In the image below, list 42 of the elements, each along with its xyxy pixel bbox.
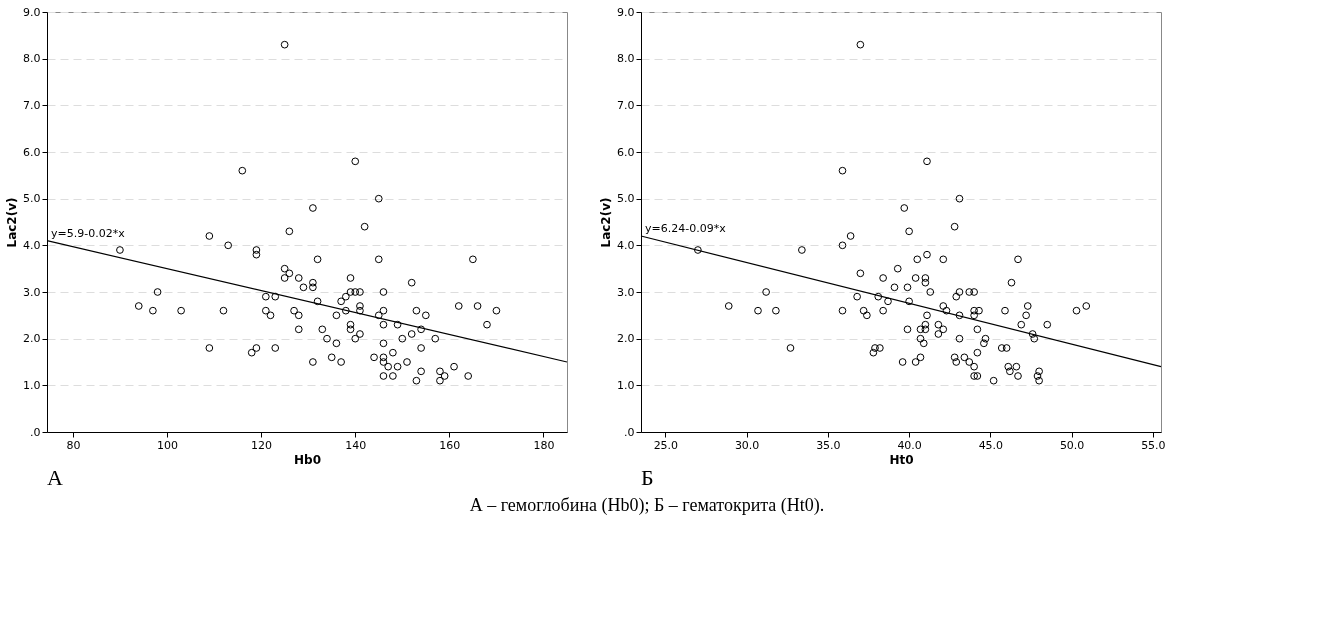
x-tick-label: 80 bbox=[66, 438, 81, 452]
y-tick-label: 8.0 bbox=[23, 52, 41, 66]
x-tick-label: 30.0 bbox=[734, 438, 760, 452]
x-tick-label: 100 bbox=[157, 438, 178, 452]
y-tick-label: 4.0 bbox=[23, 238, 41, 252]
y-axis-title: Lac2(v) bbox=[599, 197, 614, 248]
text: Б bbox=[641, 465, 654, 490]
x-axis-title: Hb0 bbox=[294, 452, 321, 467]
x-tick-label: 180 bbox=[533, 438, 555, 452]
x-axis-title: Ht0 bbox=[889, 452, 914, 467]
y-tick-label: 9.0 bbox=[617, 5, 635, 19]
x-tick-label: 25.0 bbox=[653, 438, 679, 452]
y-tick-label: 4.0 bbox=[617, 238, 635, 252]
annotation: y=6.24-0.09*x bbox=[645, 222, 727, 235]
x-tick-label: 120 bbox=[251, 438, 273, 452]
text: А – гемоглобина (Hb0); Б – гематокрита (Ht0). bbox=[469, 495, 825, 516]
y-tick-label: 6.0 bbox=[617, 145, 635, 159]
x-tick-label: 55.0 bbox=[1141, 438, 1166, 452]
annotation: y=5.9-0.02*x bbox=[51, 226, 126, 240]
y-tick-label: 1.0 bbox=[23, 378, 41, 392]
x-tick-label: 40.0 bbox=[897, 438, 922, 452]
x-tick-label: 45.0 bbox=[978, 438, 1004, 452]
y-tick-label: 8.0 bbox=[617, 52, 635, 66]
y-tick-label: 6.0 bbox=[23, 145, 41, 159]
y-tick-label: 2.0 bbox=[23, 332, 41, 346]
x-tick-label: 50.0 bbox=[1059, 438, 1085, 452]
x-tick-label: 160 bbox=[439, 438, 461, 452]
y-tick-label: 5.0 bbox=[23, 192, 41, 206]
y-tick-label: .0 bbox=[30, 425, 41, 439]
y-tick-label: 3.0 bbox=[617, 285, 635, 299]
y-tick-label: 7.0 bbox=[23, 98, 41, 112]
y-tick-label: 1.0 bbox=[617, 378, 635, 392]
y-tick-label: 3.0 bbox=[23, 285, 41, 299]
y-axis-title: Lac2(v) bbox=[5, 197, 20, 248]
x-tick-label: 35.0 bbox=[816, 438, 841, 452]
y-tick-label: 2.0 bbox=[617, 332, 635, 346]
x-tick-label: 140 bbox=[345, 438, 367, 452]
text: А bbox=[47, 465, 63, 490]
y-tick-label: .0 bbox=[624, 425, 635, 439]
y-tick-label: 5.0 bbox=[617, 192, 635, 206]
y-tick-label: 9.0 bbox=[23, 5, 41, 19]
y-tick-label: 7.0 bbox=[617, 98, 635, 112]
